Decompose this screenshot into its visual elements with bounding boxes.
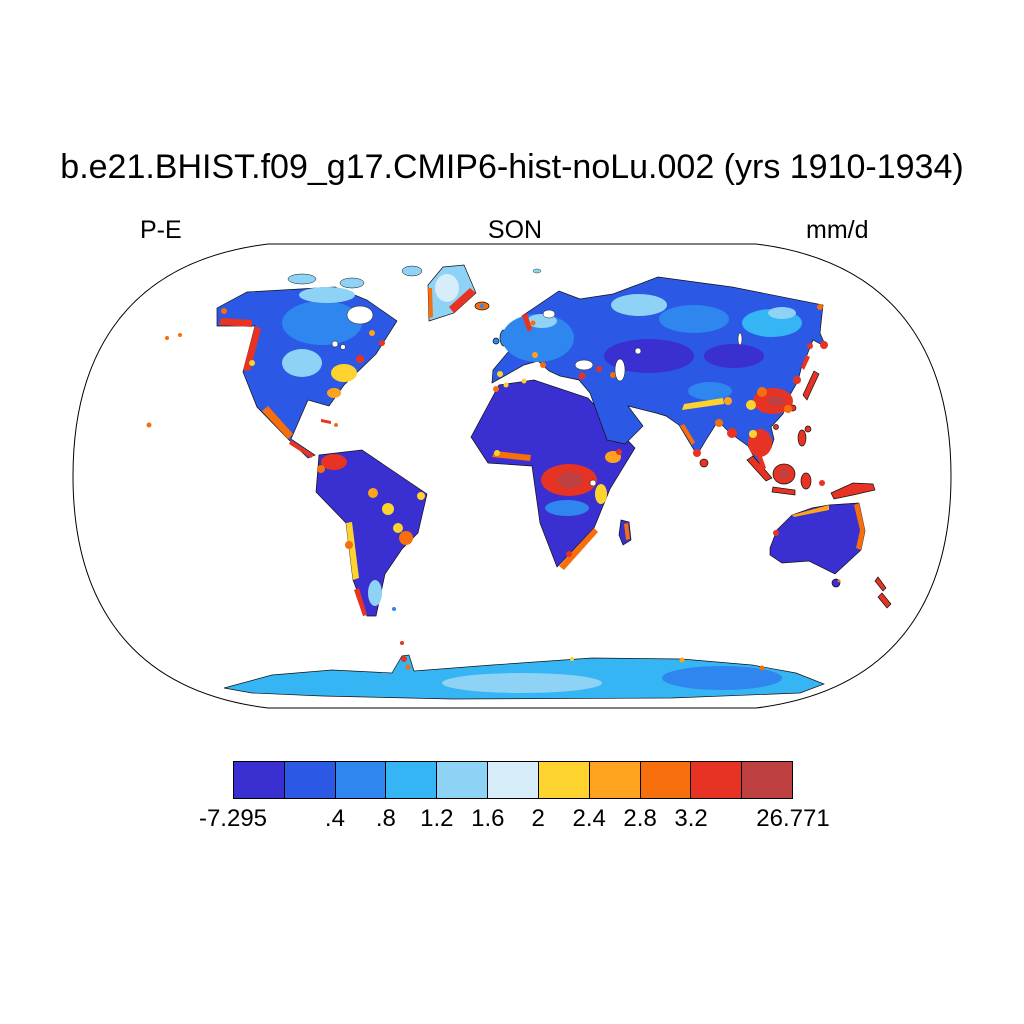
arctic-island-2 — [339, 277, 365, 289]
colorbar-tick-label: 2.4 — [572, 805, 606, 832]
island-sumatra — [746, 455, 773, 482]
island-sulawesi — [800, 472, 812, 490]
season-label: SON — [487, 216, 543, 244]
great-lakes-1 — [331, 340, 339, 348]
island-srilanka — [699, 458, 709, 468]
colorbar-box — [589, 762, 641, 798]
hudson-bay — [346, 305, 374, 325]
world-map — [72, 243, 952, 709]
colorbar-box — [691, 762, 743, 798]
colorbar-tick-label: .4 — [324, 805, 345, 832]
colorbar-boxes — [233, 761, 793, 799]
colorbar: -7.295 .4 .8 1.2 1.6 2 2.4 2.8 3.2 26.771 — [199, 761, 830, 835]
colorbar-box — [640, 762, 692, 798]
island-philippines — [797, 429, 807, 447]
island-new-zealand-north — [874, 576, 887, 592]
colorbar-tick-label: 3.2 — [674, 805, 708, 832]
colorbar-box — [234, 762, 285, 798]
colorbar-tick-label: 26.771 — [756, 805, 830, 832]
arctic-island-1 — [287, 273, 317, 285]
great-lakes-2 — [340, 344, 346, 350]
colorbar-tick-label: 1.2 — [420, 805, 454, 832]
colorbar-box — [742, 762, 792, 798]
colorbar-box — [284, 762, 336, 798]
lakes — [331, 305, 743, 487]
island-java — [771, 486, 796, 496]
units-label: mm/d — [806, 216, 869, 244]
colorbar-box — [437, 762, 489, 798]
plot-title: b.e21.BHIST.f09_g17.CMIP6-hist-noLu.002 … — [60, 148, 964, 186]
island-japan — [802, 370, 820, 401]
colorbar-box — [335, 762, 387, 798]
island-hainan — [773, 424, 779, 430]
island-new-zealand-south — [877, 592, 892, 609]
anomaly-patches — [146, 274, 865, 693]
colorbar-tick-label: .8 — [375, 805, 396, 832]
subtitle-row: P-E SON mm/d — [0, 216, 1024, 248]
arctic-island-3 — [401, 265, 423, 277]
lake-victoria — [589, 479, 597, 487]
island-svalbard — [532, 268, 542, 274]
colorbar-tick-label: 2 — [531, 805, 545, 832]
lake-baikal — [737, 332, 743, 346]
variable-label: P-E — [140, 216, 182, 244]
colorbar-box — [488, 762, 539, 798]
island-ireland — [492, 337, 500, 345]
colorbar-box — [386, 762, 438, 798]
island-luzon — [804, 425, 812, 433]
colorbar-tick-labels: -7.295 .4 .8 1.2 1.6 2 2.4 2.8 3.2 26.771 — [199, 805, 830, 835]
island-new-guinea — [830, 482, 876, 500]
colorbar-box — [538, 762, 590, 798]
caspian-sea — [614, 358, 626, 382]
baltic-sea — [542, 309, 556, 319]
black-sea — [574, 359, 594, 371]
colorbar-tick-label: 2.8 — [623, 805, 657, 832]
aral-sea — [634, 347, 642, 355]
map-panel — [72, 243, 952, 709]
colorbar-tick-label: -7.295 — [198, 805, 268, 832]
colorbar-tick-label: 1.6 — [471, 805, 505, 832]
projection-outline — [72, 243, 952, 709]
